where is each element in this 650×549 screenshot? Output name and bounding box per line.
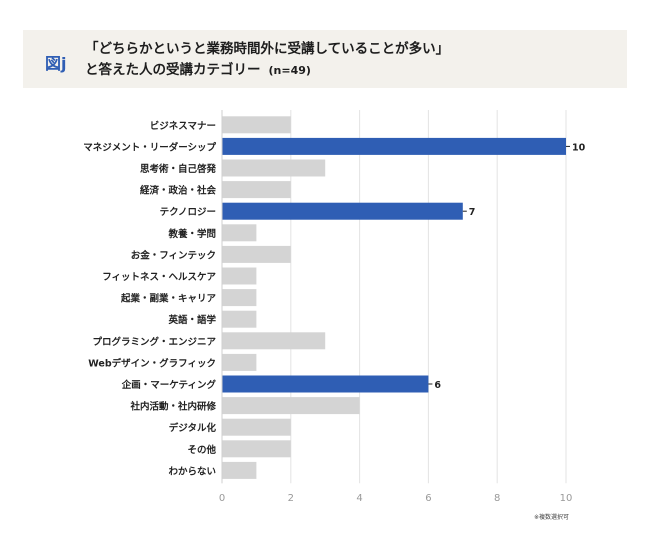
x-tick-label: 10 xyxy=(560,493,573,504)
category-label: 企画・マーケティング xyxy=(121,379,217,391)
bar xyxy=(222,181,291,199)
category-label: 社内活動・社内研修 xyxy=(129,401,216,413)
bar xyxy=(222,440,291,458)
bar xyxy=(222,353,257,371)
category-label: デジタル化 xyxy=(169,422,217,434)
category-label: お金・フィンテック xyxy=(131,249,216,261)
figure-label: 図j xyxy=(45,54,67,73)
chart-header: 図j 「どちらかというと業務時間外に受講していることが多い」 と答えた人の受講カ… xyxy=(23,30,627,88)
bar xyxy=(222,289,257,307)
bar xyxy=(222,137,566,155)
category-label: その他 xyxy=(187,444,216,456)
footnote: ※複数選択可 xyxy=(534,514,570,521)
category-label: プログラミング・エンジニア xyxy=(92,336,216,348)
x-tick-label: 8 xyxy=(494,493,500,504)
x-tick-label: 0 xyxy=(219,493,225,504)
data-label: 7 xyxy=(469,207,476,218)
sample-size: (n=49) xyxy=(268,64,311,77)
x-tick-label: 6 xyxy=(425,493,431,504)
bar xyxy=(222,267,257,285)
category-label: Webデザイン・グラフィック xyxy=(88,357,216,369)
category-label: テクノロジー xyxy=(160,207,216,218)
bar xyxy=(222,202,463,220)
category-label: 思考術・自己啓発 xyxy=(140,163,217,175)
bar xyxy=(222,418,291,436)
title-line-1: 「どちらかというと業務時間外に受講していることが多い」 xyxy=(85,41,450,57)
bar xyxy=(222,116,291,134)
bar xyxy=(222,224,257,242)
data-label: 10 xyxy=(572,142,586,153)
bar xyxy=(222,245,291,263)
x-tick-label: 2 xyxy=(288,493,294,504)
category-label: わからない xyxy=(168,466,216,477)
category-label: 起業・副業・キャリア xyxy=(120,293,217,305)
category-label: マネジメント・リーダーシップ xyxy=(83,141,216,153)
category-label: 教養・学問 xyxy=(167,228,216,240)
bar xyxy=(222,375,429,393)
title-line-2-text: と答えた人の受講カテゴリー xyxy=(85,62,261,78)
x-tick-label: 4 xyxy=(356,493,362,504)
category-label: フィットネス・ヘルスケア xyxy=(102,272,216,283)
bar xyxy=(222,397,360,415)
category-label: ビジネスマナー xyxy=(150,120,216,132)
category-label: 英語・語学 xyxy=(168,314,216,326)
title-line-2: と答えた人の受講カテゴリー (n=49) xyxy=(85,60,449,81)
bar xyxy=(222,310,257,328)
bar xyxy=(222,332,326,350)
data-label: 6 xyxy=(434,380,441,391)
bar xyxy=(222,159,326,177)
category-label: 経済・政治・社会 xyxy=(140,185,217,197)
bar xyxy=(222,461,257,479)
chart-title: 「どちらかというと業務時間外に受講していることが多い」 と答えた人の受講カテゴリ… xyxy=(85,39,449,81)
